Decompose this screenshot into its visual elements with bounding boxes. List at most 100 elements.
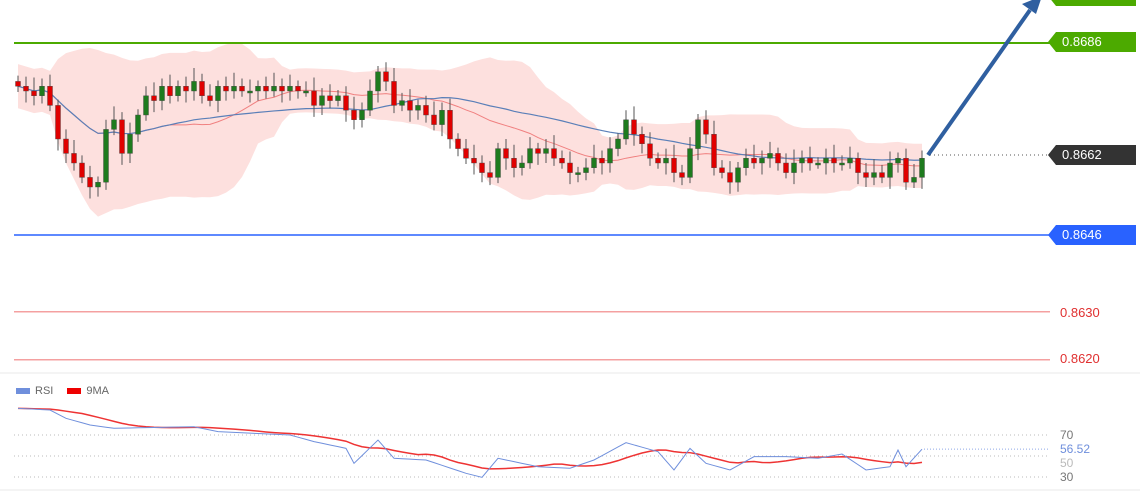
candle-body [23,85,29,92]
candle-body [79,162,85,178]
candle-body [31,90,37,96]
candle-body [207,95,213,101]
candle-body [407,100,413,111]
candle-body [247,90,253,94]
rsi-line [17,407,923,478]
rsi-tick-30: 30 [1060,470,1074,484]
candle-body [887,162,893,178]
rsi-9ma-line [17,407,923,470]
candle-body [783,162,789,173]
candle-body [639,133,645,144]
candle-body [279,85,285,92]
candle-body [151,95,157,101]
candle-body [519,162,525,168]
candle-body [231,85,237,92]
candle-body [487,172,493,178]
candle-body [439,109,445,125]
candle-body [831,157,837,164]
candle-body [759,157,765,164]
candle-body [191,81,197,92]
candle-body [631,119,637,135]
candle-body [127,133,133,154]
candle-body [183,85,189,92]
candle-body [167,85,173,96]
candle-body [383,71,389,82]
candle-body [479,162,485,173]
candle-body [287,85,293,92]
candle-body [103,129,109,183]
price-label-0.8620: 0.8620 [1060,351,1100,366]
candle-body [511,157,517,168]
price-label-current: 0.8662 [1048,145,1136,165]
candle-body [559,157,565,164]
candle-body [535,148,541,154]
candle-body [863,172,869,178]
candle-body [847,157,853,164]
candle-body [607,148,613,164]
candle-body [823,157,829,164]
candle-body [119,119,125,154]
candle-body [871,172,877,178]
candle-body [463,148,469,159]
candle-body [343,95,349,111]
candle-body [623,119,629,140]
candle-body [335,95,341,101]
price-label-resistance: 0.8686 [1048,32,1136,52]
candle-body [815,162,821,166]
candle-body [447,109,453,140]
rsi-tick-50: 50 [1060,456,1074,470]
candle-body [615,138,621,149]
candle-body [895,157,901,164]
candle-body [751,157,757,164]
candle-body [911,177,917,183]
candle-body [271,85,277,92]
candle-body [423,105,429,116]
candle-body [303,90,309,94]
candle-body [295,85,301,92]
candle-body [455,138,461,149]
candle-body [903,157,909,183]
candle-body [567,162,573,173]
candle-body [775,153,781,164]
candle-body [175,85,181,96]
candle-body [767,153,773,159]
candle-body [575,172,581,175]
candle-body [359,109,365,120]
candle-body [39,85,45,96]
candle-body [255,85,261,92]
candle-body [135,114,141,135]
candle-body [695,119,701,149]
candle-body [599,157,605,164]
candle-body [703,119,709,135]
candle-body [551,148,557,159]
candle-body [415,105,421,111]
candle-body [647,143,653,159]
candle-body [311,90,317,106]
candle-body [711,133,717,168]
candle-body [199,81,205,97]
candle-body [375,71,381,92]
candle-body [799,157,805,164]
candle-body [663,157,669,164]
candle-body [367,90,373,111]
candle-body [671,157,677,173]
candle-body [583,167,589,173]
bollinger-band [18,42,922,217]
candle-body [223,85,229,92]
candle-body [111,119,117,130]
candle-body [71,153,77,164]
candle-body [87,177,93,188]
price-label-0.8630: 0.8630 [1060,305,1100,320]
candle-body [63,138,69,154]
candle-body [15,81,21,87]
candle-body [95,181,101,188]
candle-body [919,157,925,178]
candle-body [591,157,597,168]
rsi-tick-70: 70 [1060,428,1074,442]
forecast-arrow [926,8,1032,157]
candle-body [391,81,397,106]
candle-body [47,85,53,106]
candle-body [239,85,245,92]
rsi-last-value: 56.52 [1060,442,1091,456]
candle-body [431,114,437,125]
